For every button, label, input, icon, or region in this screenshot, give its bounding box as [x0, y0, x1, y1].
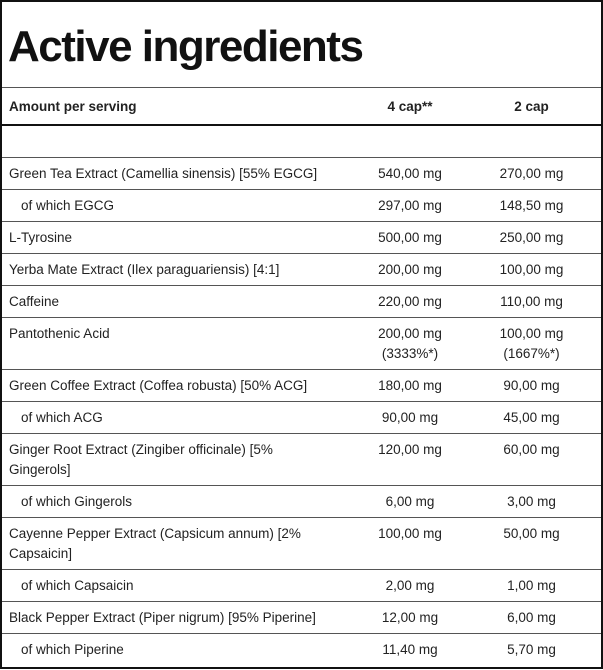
amount-cell: 2,00 mg: [358, 570, 462, 601]
ingredient-row: Black Pepper Extract (Piper nigrum) [95%…: [2, 602, 601, 634]
amount-text: 250,00 mg: [499, 230, 564, 245]
blank-row: [2, 126, 601, 158]
ingredient-row: Green Coffee Extract (Coffea robusta) [5…: [2, 370, 601, 402]
amount-cell: 60,00 mg: [462, 434, 601, 485]
amount-cell: 5,70 mg: [462, 634, 601, 666]
amount-cell: 110,00 mg: [462, 286, 601, 317]
amount-text: 180,00 mg: [378, 378, 442, 393]
amount-cell: 12,00 mg: [358, 602, 462, 633]
amount-text: 90,00 mg: [381, 410, 439, 425]
ingredient-name: of which Capsaicin: [21, 578, 134, 593]
amount-cell: 297,00 mg: [358, 190, 462, 221]
amount-cell: 3,00 mg: [462, 486, 601, 517]
amount-text: 45,00 mg: [503, 410, 560, 425]
amount-cell: 100,00 mg (1667%*): [462, 318, 601, 369]
header-cell: 4 cap**: [387, 99, 433, 114]
amount-cell: 250,00 mg: [462, 222, 601, 253]
amount-text: 6,00 mg: [507, 610, 556, 625]
header-row: Amount per serving 4 cap** 2 cap: [2, 88, 601, 126]
ingredient-row: L-Tyrosine 500,00 mg 250,00 mg: [2, 222, 601, 254]
amount-cell: 180,00 mg: [358, 370, 462, 401]
ingredient-row: of which Gingerols 6,00 mg 3,00 mg: [2, 486, 601, 518]
ingredient-name: Green Tea Extract (Camellia sinensis) [5…: [9, 166, 318, 181]
amount-cell: 100,00 mg: [358, 518, 462, 569]
ingredient-row: of which EGCG 297,00 mg 148,50 mg: [2, 190, 601, 222]
ingredient-name: Pantothenic Acid: [9, 326, 110, 341]
amount-cell: 45,00 mg: [462, 402, 601, 433]
ingredient-row: of which Piperine 11,40 mg 5,70 mg: [2, 634, 601, 666]
header-cell: 2 cap: [514, 99, 549, 114]
ingredient-name: of which Gingerols: [21, 494, 133, 509]
amount-cell: 270,00 mg: [462, 158, 601, 189]
amount-text: 100,00 mg: [378, 526, 442, 541]
amount-cell: 1,00 mg: [462, 570, 601, 601]
ingredient-name: of which ACG: [21, 410, 103, 425]
amount-text: 60,00 mg: [503, 442, 560, 457]
amount-cell: 6,00 mg: [462, 602, 601, 633]
ingredient-name: Cayenne Pepper Extract (Capsicum annum) …: [9, 526, 301, 561]
amount-text: 297,00 mg: [378, 198, 442, 213]
amount-text: (3333%*): [381, 346, 439, 361]
amount-text: 2,00 mg: [385, 578, 435, 593]
amount-cell: 200,00 mg: [358, 254, 462, 285]
amount-text: 11,40 mg: [382, 642, 438, 657]
ingredient-name: Yerba Mate Extract (Ilex paraguariensis)…: [9, 262, 280, 277]
amount-cell: 90,00 mg: [358, 402, 462, 433]
amount-text: 200,00 mg: [378, 262, 442, 277]
amount-text: 220,00 mg: [378, 294, 442, 309]
ingredient-name: Ginger Root Extract (Zingiber officinale…: [9, 442, 273, 477]
amount-cell: 90,00 mg: [462, 370, 601, 401]
amount-cell: 148,50 mg: [462, 190, 601, 221]
header-cell: Amount per serving: [9, 99, 137, 114]
ingredient-row: Pantothenic Acid 200,00 mg (3333%*) 100,00 …: [2, 318, 601, 370]
amount-text: (1667%*): [503, 346, 560, 361]
amount-text: 540,00 mg: [378, 166, 442, 181]
amount-text: 500,00 mg: [378, 230, 442, 245]
ingredient-row: Cayenne Pepper Extract (Capsicum annum) …: [2, 518, 601, 570]
amount-text: 200,00 mg: [378, 326, 442, 341]
ingredient-row: of which ACG 90,00 mg 45,00 mg: [2, 402, 601, 434]
amount-cell: 200,00 mg (3333%*): [358, 318, 462, 369]
ingredient-row: Caffeine 220,00 mg 110,00 mg: [2, 286, 601, 318]
amount-cell: 6,00 mg: [358, 486, 462, 517]
ingredient-name: of which Piperine: [21, 642, 124, 657]
ingredient-row: Yerba Mate Extract (Ilex paraguariensis)…: [2, 254, 601, 286]
amount-text: 5,70 mg: [507, 642, 556, 657]
amount-text: 100,00 mg: [499, 262, 564, 277]
amount-text: 148,50 mg: [499, 198, 564, 213]
amount-text: 120,00 mg: [378, 442, 442, 457]
amount-text: 50,00 mg: [503, 526, 560, 541]
amount-cell: 500,00 mg: [358, 222, 462, 253]
ingredient-row: Green Tea Extract (Camellia sinensis) [5…: [2, 158, 601, 190]
amount-text: 110,00 mg: [500, 294, 563, 309]
amount-cell: 220,00 mg: [358, 286, 462, 317]
amount-text: 1,00 mg: [507, 578, 556, 593]
title: Active ingredients: [2, 2, 601, 88]
ingredient-name: L-Tyrosine: [9, 230, 73, 245]
ingredient-name: Caffeine: [9, 294, 60, 309]
ingredient-name: Green Coffee Extract (Coffea robusta) [5…: [9, 378, 308, 393]
ingredient-name: of which EGCG: [21, 198, 115, 213]
amount-text: 3,00 mg: [507, 494, 556, 509]
amount-cell: 540,00 mg: [358, 158, 462, 189]
amount-cell: 11,40 mg: [358, 634, 462, 666]
amount-cell: 50,00 mg: [462, 518, 601, 569]
amount-cell: 120,00 mg: [358, 434, 462, 485]
amount-text: 100,00 mg: [499, 326, 564, 341]
amount-text: 6,00 mg: [385, 494, 435, 509]
amount-cell: 100,00 mg: [462, 254, 601, 285]
ingredient-row: Ginger Root Extract (Zingiber officinale…: [2, 434, 601, 486]
ingredient-row: of which Capsaicin 2,00 mg 1,00 mg: [2, 570, 601, 602]
amount-text: 12,00 mg: [381, 610, 439, 625]
ingredient-name: Black Pepper Extract (Piper nigrum) [95%…: [9, 610, 316, 625]
amount-text: 270,00 mg: [499, 166, 564, 181]
amount-text: 90,00 mg: [503, 378, 560, 393]
